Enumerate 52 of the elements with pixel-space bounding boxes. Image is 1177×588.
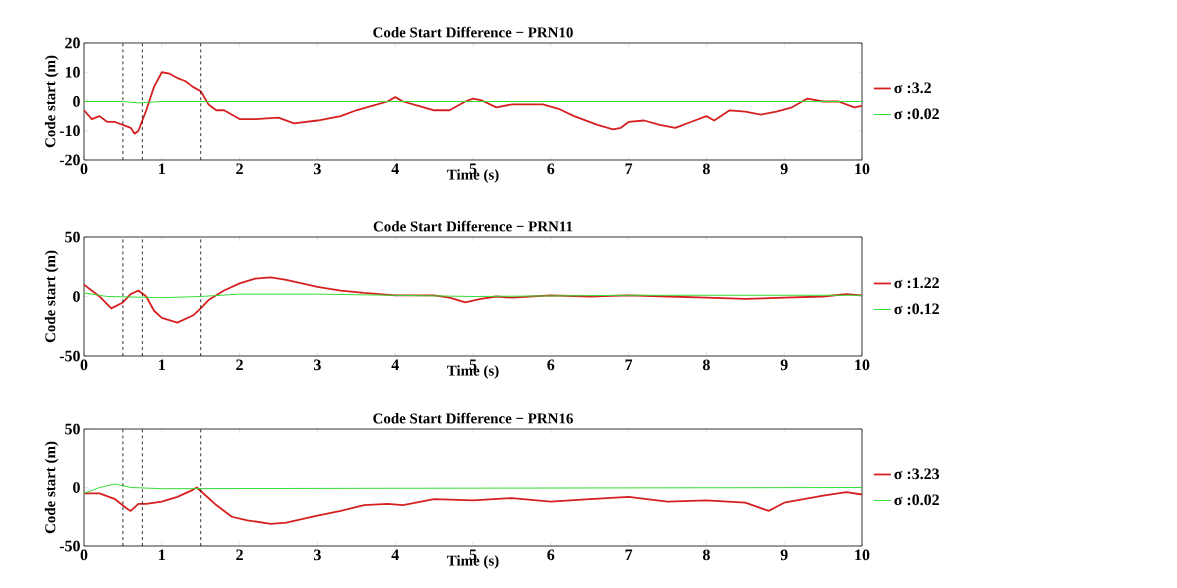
- x-tick-label: 3: [314, 359, 321, 371]
- legend-label: σ :1.22: [894, 277, 939, 289]
- x-tick-label: 4: [391, 549, 399, 561]
- y-tick-label: -10: [59, 125, 80, 137]
- y-axis-title: Code start (m): [44, 55, 59, 148]
- y-tick-label: 50: [65, 231, 80, 243]
- x-tick-label: 6: [547, 163, 555, 175]
- x-tick-label: 6: [547, 359, 555, 371]
- x-tick-label: 7: [625, 163, 633, 174]
- legend-label: σ :0.02: [894, 494, 939, 506]
- x-tick-label: 2: [236, 549, 243, 561]
- chart-title: Code Start Difference − PRN10: [373, 26, 573, 38]
- legend-label: σ :3.2: [894, 82, 931, 94]
- legend-label: σ :0.02: [894, 108, 939, 120]
- y-tick-label: 0: [73, 482, 80, 493]
- x-tick-label: 7: [625, 549, 633, 560]
- x-tick-label: 4: [391, 163, 399, 175]
- x-tick-label: 7: [625, 359, 633, 370]
- x-tick-label: 4: [391, 359, 399, 371]
- x-tick-label: 8: [702, 359, 710, 371]
- x-tick-label: 9: [780, 163, 788, 175]
- x-tick-label: 2: [236, 163, 243, 175]
- y-tick-label: 0: [73, 96, 80, 107]
- chart-title: Code Start Difference − PRN16: [373, 412, 573, 424]
- x-tick-label: 1: [159, 359, 165, 371]
- legend-label: σ :0.12: [894, 303, 939, 315]
- y-tick-label: -50: [59, 350, 80, 362]
- y-tick-label: -50: [59, 540, 80, 552]
- x-tick-label: 10: [855, 163, 870, 175]
- x-tick-label: 1: [159, 549, 165, 561]
- legend-label: σ :3.23: [894, 468, 940, 480]
- line-series: [84, 483, 863, 494]
- chart-title: Code Start Difference − PRN11: [373, 220, 573, 232]
- x-tick-label: 3: [314, 549, 321, 561]
- x-tick-label: 8: [702, 163, 710, 175]
- x-tick-label: 8: [702, 549, 710, 561]
- x-tick-label: 10: [855, 359, 870, 371]
- y-tick-label: 50: [65, 423, 80, 435]
- x-tick-label: 9: [780, 359, 788, 371]
- line-series: [84, 486, 863, 525]
- y-tick-label: 20: [65, 37, 80, 49]
- x-tick-label: 6: [547, 549, 555, 561]
- y-tick-label: -20: [59, 154, 80, 166]
- x-tick-label: 9: [780, 549, 788, 561]
- y-tick-label: 10: [65, 66, 80, 78]
- x-tick-label: 10: [855, 549, 870, 561]
- x-tick-label: 1: [159, 163, 165, 175]
- y-axis-title: Code start (m): [44, 250, 59, 343]
- y-axis-title: Code start (m): [44, 441, 59, 534]
- x-tick-label: 3: [314, 163, 321, 175]
- x-tick-label: 2: [236, 359, 243, 371]
- y-tick-label: 0: [73, 291, 80, 302]
